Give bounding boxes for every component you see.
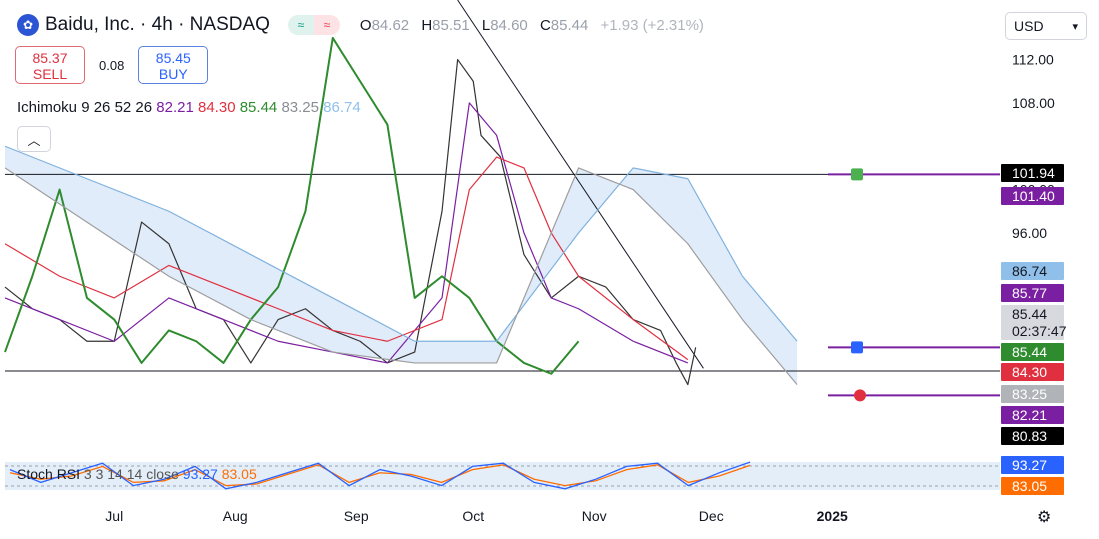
stoch-k-value: 93.27 [182, 466, 218, 482]
close-value: 85.44 [550, 16, 589, 34]
market-status-pills[interactable]: ≈ ≈ [287, 15, 340, 35]
market-closed-icon[interactable]: ≈ [313, 15, 340, 35]
trade-buttons: 85.37 SELL 0.08 85.45 BUY [15, 46, 209, 84]
ichimoku-name: Ichimoku [17, 99, 78, 116]
price-label-text: 02:37:47 [1012, 323, 1067, 339]
open-value: 84.62 [371, 16, 410, 34]
price-label-text: 85.44 [1012, 306, 1047, 322]
price-label-text: 80.83 [1012, 428, 1047, 444]
series-line-lead_b [4, 167, 798, 385]
price-label-text: 82.21 [1012, 407, 1047, 423]
y-tick-label: 108.00 [1012, 95, 1055, 111]
ichimoku-cloud [5, 146, 798, 385]
chevron-down-icon: ▾ [1072, 20, 1078, 33]
ichimoku-base-value: 84.30 [198, 99, 236, 116]
price-label-badge [1001, 427, 1064, 445]
x-tick-label: Oct [462, 508, 484, 524]
currency-value: USD [1014, 18, 1044, 34]
x-tick-label: 2025 [817, 508, 848, 524]
stoch-k-line [9, 461, 751, 490]
currency-select[interactable]: USD ▾ [1005, 12, 1087, 40]
collapse-legend-button[interactable]: ︿ [17, 126, 51, 152]
sell-price: 85.37 [32, 50, 68, 66]
symbol-header: ✿ Baidu, Inc. · 4h · NASDAQ ≈ ≈ O84.62 H… [17, 14, 704, 36]
open-label: O [359, 16, 372, 34]
series-line-base [4, 156, 689, 361]
market-open-icon[interactable]: ≈ [287, 15, 314, 35]
price-label-badge [1001, 406, 1064, 424]
trendline [457, 0, 704, 369]
price-label-text: 101.40 [1012, 188, 1055, 204]
price-label-text: 86.74 [1012, 263, 1047, 279]
low-label: L [481, 16, 491, 34]
y-tick-label: 96.00 [1012, 225, 1047, 241]
price-label-text: 84.30 [1012, 364, 1047, 380]
price-label-badge [1001, 187, 1064, 205]
price-label-badge [1001, 305, 1064, 323]
price-label-text: 85.44 [1012, 344, 1047, 360]
close-label: C [539, 16, 551, 34]
symbol-title[interactable]: Baidu, Inc. · 4h · NASDAQ [45, 14, 270, 35]
chevron-up-icon: ︿ [27, 132, 41, 148]
stoch-rsi-legend[interactable]: Stoch RSI 3 3 14 14 close 93.27 83.05 [17, 466, 257, 482]
price-label-text: 83.25 [1012, 386, 1047, 402]
ichimoku-params: 9 26 52 26 [81, 99, 153, 116]
ichimoku-conversion-value: 82.21 [156, 99, 194, 116]
ichimoku-leada-value: 86.74 [323, 99, 361, 116]
stoch-params: 3 3 14 14 close [83, 466, 179, 482]
x-tick-label: Nov [582, 508, 607, 524]
price-label-text: 101.94 [1012, 165, 1055, 181]
price-label-badge [1001, 385, 1064, 403]
stoch-name: Stoch RSI [17, 466, 81, 482]
stoch-d-line [9, 464, 751, 487]
baidu-logo-icon: ✿ [17, 14, 39, 36]
sell-button[interactable]: 85.37 SELL [15, 46, 85, 84]
ichimoku-lagging-value: 85.44 [239, 99, 278, 116]
buy-price: 85.45 [155, 50, 191, 66]
price-label-badge [1001, 164, 1064, 182]
x-tick-label: Jul [105, 508, 123, 524]
sell-label: SELL [32, 66, 68, 82]
price-label-badge [1001, 262, 1064, 280]
price-label-text: 83.05 [1012, 478, 1047, 494]
price-label-badge [1001, 456, 1064, 474]
low-value: 84.60 [490, 16, 528, 34]
series-line-lead_a [4, 145, 798, 342]
price-label-badge [1001, 477, 1064, 495]
price-label-badge [1001, 322, 1064, 340]
y-tick-label: 112.00 [1012, 52, 1054, 68]
high-value: 85.51 [432, 16, 470, 34]
buy-button[interactable]: 85.45 BUY [138, 46, 209, 84]
series-line-close [4, 58, 697, 386]
order-marker-icon [851, 341, 863, 354]
ichimoku-legend[interactable]: Ichimoku 9 26 52 26 82.21 84.30 85.44 83… [17, 99, 361, 116]
order-stop-icon [854, 389, 866, 402]
price-label-text: 85.77 [1012, 285, 1047, 301]
price-label-badge [1001, 343, 1064, 361]
x-tick-label: Aug [223, 508, 248, 524]
price-label-text: 93.27 [1012, 457, 1047, 473]
change-value: +1.93 (+2.31%) [600, 16, 704, 34]
price-label-badge [1001, 284, 1064, 302]
x-tick-label: Dec [699, 508, 724, 524]
x-tick-label: Sep [344, 508, 369, 524]
ohlc-readout: O84.62 H85.51 L84.60 C85.44 +1.93 (+2.31… [360, 17, 704, 34]
spread-value: 0.08 [99, 57, 125, 73]
high-label: H [421, 16, 433, 34]
series-line-lagging [4, 36, 580, 375]
ichimoku-leadb-value: 83.25 [281, 99, 319, 116]
price-label-badge [1001, 363, 1064, 381]
stoch-d-value: 83.05 [221, 466, 257, 482]
settings-gear-icon[interactable]: ⚙ [1037, 509, 1052, 526]
order-check-icon [851, 168, 863, 181]
buy-label: BUY [158, 66, 188, 82]
